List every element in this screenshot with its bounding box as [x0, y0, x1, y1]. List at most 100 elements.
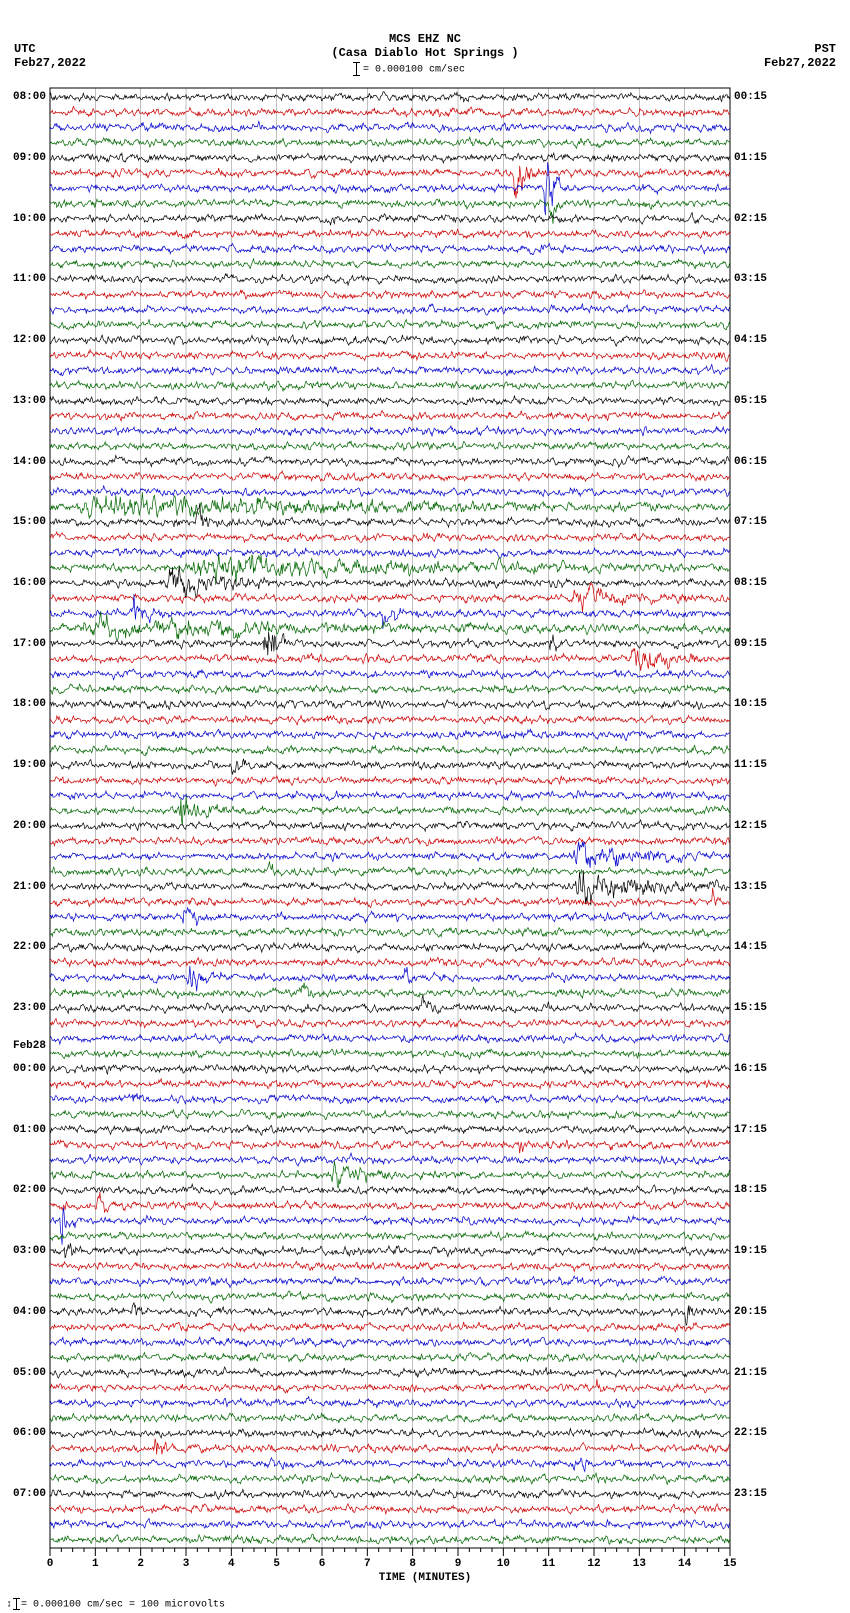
seismogram-trace: [50, 1109, 730, 1120]
seismogram-trace: [50, 1302, 730, 1325]
utc-hour-label: 12:00: [0, 334, 46, 346]
xaxis-title: TIME (MINUTES): [0, 1572, 850, 1584]
seismogram-trace: [50, 319, 730, 330]
seismogram-trace: [50, 669, 730, 680]
utc-hour-label: 15:00: [0, 516, 46, 528]
utc-hour-label: 05:00: [0, 1367, 46, 1379]
seismogram-trace: [50, 583, 730, 612]
seismogram-trace: [50, 1161, 730, 1188]
seismogram-trace: [50, 365, 730, 376]
seismogram-trace: [50, 1428, 730, 1438]
seismogram-trace: [50, 92, 730, 102]
seismogram-trace: [50, 791, 730, 801]
pst-hour-label: 23:15: [734, 1488, 767, 1500]
pst-hour-label: 14:15: [734, 941, 767, 953]
pst-hour-label: 22:15: [734, 1427, 767, 1439]
seismogram-trace: [50, 983, 730, 1000]
xaxis-tick-label: 12: [587, 1558, 600, 1570]
pst-hour-label: 08:15: [734, 577, 767, 589]
seismogram-trace: [50, 1231, 730, 1240]
seismogram-trace: [50, 888, 730, 908]
pst-hour-label: 05:15: [734, 395, 767, 407]
xaxis-tick-label: 11: [542, 1558, 555, 1570]
pst-hour-label: 18:15: [734, 1184, 767, 1196]
left-timezone: UTC: [14, 42, 36, 56]
seismogram-trace: [50, 1489, 730, 1499]
xaxis-tick-label: 7: [364, 1558, 371, 1570]
seismogram-trace: [50, 121, 730, 133]
xaxis-tick-label: 15: [723, 1558, 736, 1570]
right-timezone: PST: [814, 42, 836, 56]
utc-hour-label: 17:00: [0, 638, 46, 650]
utc-hour-label: 16:00: [0, 577, 46, 589]
pst-hour-label: 10:15: [734, 698, 767, 710]
seismogram-trace: [50, 632, 730, 655]
seismogram-trace: [50, 532, 730, 543]
seismogram-trace: [50, 441, 730, 450]
seismogram-trace: [50, 335, 730, 346]
seismogram-trace: [50, 1192, 730, 1213]
xaxis-tick-label: 1: [92, 1558, 99, 1570]
xaxis-tick-label: 8: [409, 1558, 416, 1570]
pst-hour-label: 17:15: [734, 1124, 767, 1136]
station-code: MCS EHZ NC: [0, 32, 850, 46]
pst-hour-label: 11:15: [734, 759, 767, 771]
utc-hour-label: 07:00: [0, 1488, 46, 1500]
utc-hour-label: 10:00: [0, 213, 46, 225]
xaxis-tick-label: 14: [678, 1558, 691, 1570]
seismogram-trace: [50, 1139, 730, 1153]
pst-hour-label: 12:15: [734, 820, 767, 832]
seismogram-trace: [50, 700, 730, 710]
xaxis-tick-label: 3: [183, 1558, 190, 1570]
seismogram-trace: [50, 1322, 730, 1332]
seismogram-trace: [50, 1352, 730, 1362]
seismogram-trace: [50, 1019, 730, 1028]
seismogram-trace: [50, 1439, 730, 1455]
utc-hour-label: 18:00: [0, 698, 46, 710]
seismogram-trace: [50, 1367, 730, 1378]
left-date: Feb27,2022: [14, 56, 86, 70]
seismogram-trace: [50, 1276, 730, 1287]
seismogram-trace: [50, 837, 730, 846]
seismogram-trace: [50, 395, 730, 406]
seismogram-trace: [50, 471, 730, 481]
seismogram-trace: [50, 957, 730, 967]
seismogram-trace: [50, 290, 730, 300]
seismogram-trace: [50, 485, 730, 497]
station-name: (Casa Diablo Hot Springs ): [0, 46, 850, 60]
seismogram-trace: [50, 1504, 730, 1514]
utc-hour-label: 21:00: [0, 881, 46, 893]
seismogram-trace: [50, 567, 730, 598]
pst-hour-label: 20:15: [734, 1306, 767, 1318]
utc-hour-label: 00:00: [0, 1063, 46, 1075]
seismogram-trace: [50, 106, 730, 117]
utc-hour-label: 01:00: [0, 1124, 46, 1136]
seismogram-trace: [50, 1519, 730, 1529]
pst-hour-label: 04:15: [734, 334, 767, 346]
seismogram-trace: [50, 554, 730, 585]
seismogram-trace: [50, 1153, 730, 1166]
seismogram-trace: [50, 304, 730, 315]
xaxis-tick-label: 2: [137, 1558, 144, 1570]
seismogram-trace: [50, 455, 730, 467]
seismogram-trace: [50, 1413, 730, 1423]
seismogram-trace: [50, 861, 730, 876]
seismogram-trace: [50, 820, 730, 831]
utc-hour-label: 20:00: [0, 820, 46, 832]
seismogram-trace: [50, 908, 730, 926]
seismogram-trace: [50, 776, 730, 786]
utc-hour-label: 22:00: [0, 941, 46, 953]
seismogram-trace: [50, 842, 730, 868]
seismogram-trace: [50, 995, 730, 1013]
xaxis-tick-label: 0: [47, 1558, 54, 1570]
seismogram-trace: [50, 1243, 730, 1258]
utc-hour-label: 11:00: [0, 273, 46, 285]
xaxis-tick-label: 4: [228, 1558, 235, 1570]
seismogram-trace: [50, 259, 730, 269]
pst-hour-label: 19:15: [734, 1245, 767, 1257]
seismogram-trace: [50, 350, 730, 362]
seismogram-trace: [50, 137, 730, 148]
utc-hour-label: 04:00: [0, 1306, 46, 1318]
utc-hour-label: 08:00: [0, 91, 46, 103]
seismogram-trace: [50, 243, 730, 254]
